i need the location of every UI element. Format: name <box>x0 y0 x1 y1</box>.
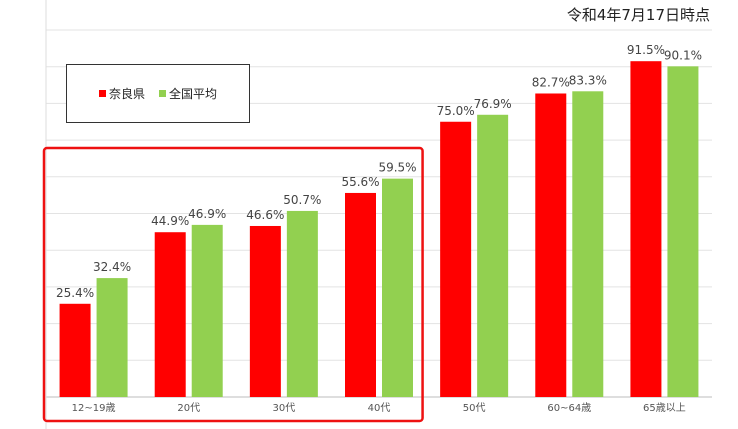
bar-national <box>382 178 413 397</box>
data-label: 25.4% <box>56 286 94 300</box>
x-tick-label: 20代 <box>177 402 200 414</box>
data-label: 46.6% <box>246 208 284 222</box>
legend-label-nara: 奈良県 <box>108 87 145 101</box>
bar-national <box>96 278 128 397</box>
data-label: 90.1% <box>664 48 702 62</box>
x-tick-label: 40代 <box>368 402 391 414</box>
data-label: 91.5% <box>627 43 665 57</box>
x-tick-label: 60~64歳 <box>547 402 591 414</box>
data-labels: 25.4% 32.4% 44.9%46.9% 46.6%50.7% 55.6%59.5%… <box>56 43 702 300</box>
x-tick-label: 50代 <box>463 402 486 414</box>
bar-nara <box>440 121 472 397</box>
bar-nara <box>249 225 281 397</box>
data-label: 44.9% <box>151 214 189 228</box>
data-label: 82.7% <box>532 75 570 89</box>
bar-national <box>286 210 318 397</box>
data-label: 32.4% <box>93 260 131 274</box>
bar-national <box>191 224 223 397</box>
legend-swatch-national <box>159 90 166 97</box>
x-tick-label: 30代 <box>272 402 295 414</box>
data-label: 46.9% <box>188 207 226 221</box>
data-label: 50.7% <box>283 193 321 207</box>
x-tick-label: 12~19歳 <box>72 402 116 414</box>
data-label: 59.5% <box>378 161 416 175</box>
bar-national <box>477 114 509 397</box>
bar-national <box>667 66 699 397</box>
bar-nara <box>345 192 376 397</box>
legend: 奈良県 全国平均 <box>66 64 250 123</box>
legend-label-national: 全国平均 <box>169 87 218 101</box>
bar-nara <box>154 232 186 397</box>
data-label: 83.3% <box>569 73 607 87</box>
bar-nara <box>630 61 662 397</box>
legend-item-national: 全国平均 <box>159 85 217 102</box>
legend-item-nara: 奈良県 <box>98 85 145 102</box>
highlight-box <box>42 146 424 423</box>
bar-national <box>572 91 604 397</box>
data-label: 55.6% <box>341 175 379 189</box>
data-label: 75.0% <box>437 104 475 118</box>
data-label: 76.9% <box>474 97 512 111</box>
bars <box>59 61 699 397</box>
bar-nara <box>535 93 567 397</box>
x-tick-label: 65歳以上 <box>643 402 686 414</box>
x-tick-labels: 12~19歳 20代 30代 40代 50代 60~64歳 65歳以上 <box>72 402 686 414</box>
legend-swatch-nara <box>98 90 106 97</box>
bar-nara <box>59 303 91 397</box>
date-label: 令和4年7月17日時点 <box>566 6 710 24</box>
